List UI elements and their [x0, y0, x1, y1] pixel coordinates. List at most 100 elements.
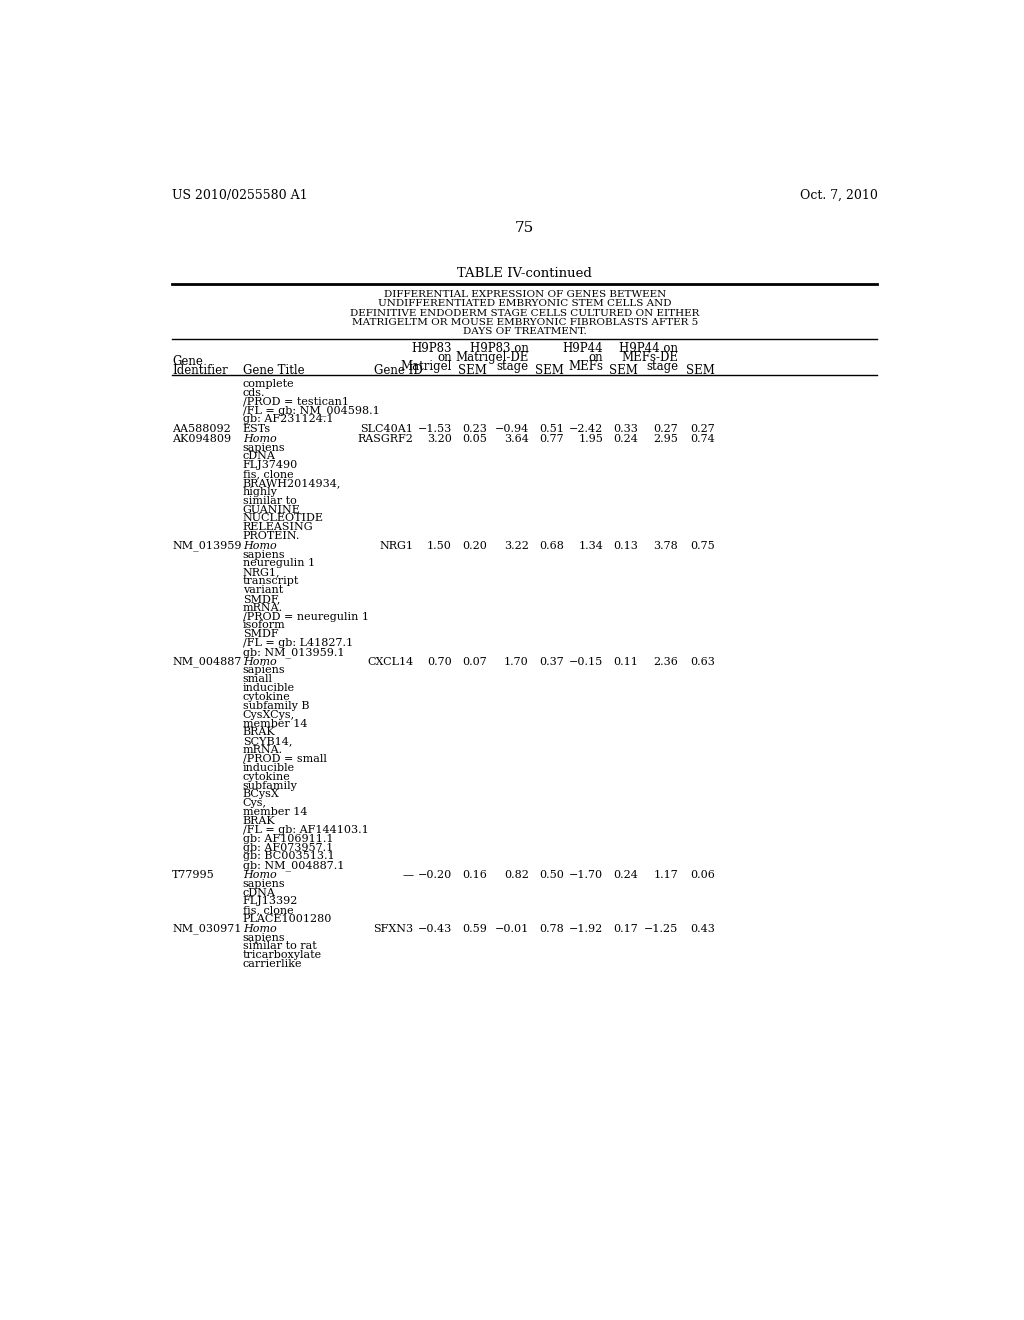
Text: DIFFERENTIAL EXPRESSION OF GENES BETWEEN: DIFFERENTIAL EXPRESSION OF GENES BETWEEN	[384, 290, 666, 300]
Text: 0.82: 0.82	[504, 870, 528, 880]
Text: sapiens: sapiens	[243, 933, 286, 942]
Text: cDNA: cDNA	[243, 451, 275, 462]
Text: MEFs-DE: MEFs-DE	[622, 351, 678, 364]
Text: cDNA: cDNA	[243, 887, 275, 898]
Text: /PROD = testican1: /PROD = testican1	[243, 397, 349, 407]
Text: SEM: SEM	[686, 364, 715, 378]
Text: member 14: member 14	[243, 807, 307, 817]
Text: MATRIGELTM OR MOUSE EMBRYONIC FIBROBLASTS AFTER 5: MATRIGELTM OR MOUSE EMBRYONIC FIBROBLAST…	[351, 318, 698, 327]
Text: gb: AF231124.1: gb: AF231124.1	[243, 414, 333, 425]
Text: SEM: SEM	[609, 364, 638, 378]
Text: 0.27: 0.27	[653, 424, 678, 434]
Text: 1.95: 1.95	[579, 434, 603, 444]
Text: 0.24: 0.24	[613, 434, 638, 444]
Text: 1.17: 1.17	[653, 870, 678, 880]
Text: gb: NM_013959.1: gb: NM_013959.1	[243, 647, 344, 657]
Text: −0.43: −0.43	[418, 924, 452, 933]
Text: PLACE1001280: PLACE1001280	[243, 915, 332, 924]
Text: RELEASING: RELEASING	[243, 523, 313, 532]
Text: −0.15: −0.15	[568, 656, 603, 667]
Text: SFXN3: SFXN3	[373, 924, 414, 933]
Text: 0.33: 0.33	[613, 424, 638, 434]
Text: 0.75: 0.75	[690, 541, 715, 550]
Text: H9P44: H9P44	[562, 342, 603, 355]
Text: NM_013959: NM_013959	[172, 541, 242, 552]
Text: complete: complete	[243, 379, 294, 389]
Text: inducible: inducible	[243, 763, 295, 772]
Text: Homo: Homo	[243, 541, 276, 550]
Text: cds.: cds.	[243, 388, 265, 397]
Text: 1.34: 1.34	[579, 541, 603, 550]
Text: /PROD = neuregulin 1: /PROD = neuregulin 1	[243, 611, 369, 622]
Text: Cys,: Cys,	[243, 799, 266, 808]
Text: ESTs: ESTs	[243, 424, 270, 434]
Text: 0.78: 0.78	[540, 924, 564, 933]
Text: 0.20: 0.20	[462, 541, 486, 550]
Text: GUANINE: GUANINE	[243, 504, 301, 515]
Text: SEM: SEM	[458, 364, 486, 378]
Text: AK094809: AK094809	[172, 434, 231, 444]
Text: gb: AF106911.1: gb: AF106911.1	[243, 834, 333, 843]
Text: Oct. 7, 2010: Oct. 7, 2010	[800, 189, 878, 202]
Text: /FL = gb: AF144103.1: /FL = gb: AF144103.1	[243, 825, 369, 834]
Text: 0.23: 0.23	[462, 424, 486, 434]
Text: variant: variant	[243, 585, 283, 595]
Text: —: —	[402, 870, 414, 880]
Text: cytokine: cytokine	[243, 772, 291, 781]
Text: 3.20: 3.20	[427, 434, 452, 444]
Text: FLJ37490: FLJ37490	[243, 461, 298, 470]
Text: gb: AF073957.1: gb: AF073957.1	[243, 842, 333, 853]
Text: SCYB14,: SCYB14,	[243, 737, 292, 746]
Text: 0.43: 0.43	[690, 924, 715, 933]
Text: Matrigel: Matrigel	[400, 360, 452, 374]
Text: −1.53: −1.53	[418, 424, 452, 434]
Text: transcript: transcript	[243, 576, 299, 586]
Text: MEFs: MEFs	[568, 360, 603, 374]
Text: DEFINITIVE ENDODERM STAGE CELLS CULTURED ON EITHER: DEFINITIVE ENDODERM STAGE CELLS CULTURED…	[350, 309, 699, 318]
Text: 75: 75	[515, 220, 535, 235]
Text: on: on	[589, 351, 603, 364]
Text: sapiens: sapiens	[243, 665, 286, 676]
Text: similar to: similar to	[243, 496, 297, 506]
Text: CXCL14: CXCL14	[367, 656, 414, 667]
Text: neuregulin 1: neuregulin 1	[243, 558, 314, 569]
Text: −1.92: −1.92	[568, 924, 603, 933]
Text: FLJ13392: FLJ13392	[243, 896, 298, 907]
Text: sapiens: sapiens	[243, 549, 286, 560]
Text: NM_030971: NM_030971	[172, 924, 242, 935]
Text: fis, clone: fis, clone	[243, 469, 293, 479]
Text: highly: highly	[243, 487, 278, 496]
Text: SMDF: SMDF	[243, 630, 279, 639]
Text: 0.37: 0.37	[540, 656, 564, 667]
Text: US 2010/0255580 A1: US 2010/0255580 A1	[172, 189, 308, 202]
Text: 0.06: 0.06	[690, 870, 715, 880]
Text: gb: NM_004887.1: gb: NM_004887.1	[243, 861, 344, 871]
Text: member 14: member 14	[243, 718, 307, 729]
Text: 0.70: 0.70	[427, 656, 452, 667]
Text: 0.11: 0.11	[613, 656, 638, 667]
Text: 0.63: 0.63	[690, 656, 715, 667]
Text: 3.22: 3.22	[504, 541, 528, 550]
Text: 3.78: 3.78	[653, 541, 678, 550]
Text: 0.77: 0.77	[540, 434, 564, 444]
Text: NM_004887: NM_004887	[172, 656, 242, 668]
Text: Gene Title: Gene Title	[243, 364, 304, 378]
Text: sapiens: sapiens	[243, 442, 286, 453]
Text: 0.51: 0.51	[540, 424, 564, 434]
Text: 2.36: 2.36	[653, 656, 678, 667]
Text: mRNA.: mRNA.	[243, 744, 283, 755]
Text: Homo: Homo	[243, 924, 276, 933]
Text: similar to rat: similar to rat	[243, 941, 316, 952]
Text: 0.68: 0.68	[540, 541, 564, 550]
Text: carrierlike: carrierlike	[243, 960, 302, 969]
Text: mRNA.: mRNA.	[243, 603, 283, 612]
Text: NUCLEOTIDE: NUCLEOTIDE	[243, 513, 324, 523]
Text: Gene ID: Gene ID	[375, 364, 423, 378]
Text: −0.94: −0.94	[495, 424, 528, 434]
Text: BRAWH2014934,: BRAWH2014934,	[243, 478, 341, 488]
Text: Homo: Homo	[243, 870, 276, 880]
Text: fis, clone: fis, clone	[243, 906, 293, 915]
Text: 3.64: 3.64	[504, 434, 528, 444]
Text: PROTEIN.: PROTEIN.	[243, 531, 300, 541]
Text: 0.74: 0.74	[690, 434, 715, 444]
